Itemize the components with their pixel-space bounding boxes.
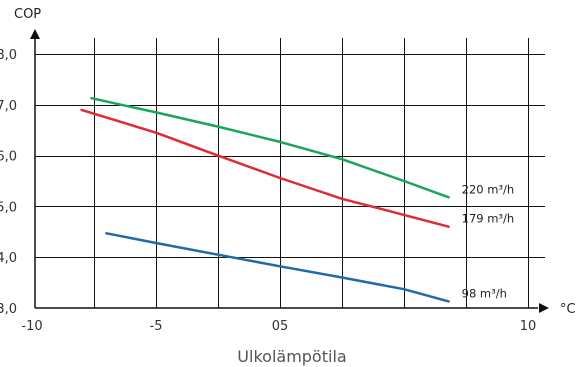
x-tick-label: 10 (520, 319, 537, 334)
x-axis-unit: °C (560, 302, 576, 317)
y-tick-label: 3,0 (0, 302, 17, 317)
series-line-0 (90, 96, 450, 199)
tick-labels: 3,0 4,0 5,0 6,0 7,0 8,0 -10 -5 05 10 (0, 48, 536, 334)
x-axis-title: Ulkolämpötila (237, 347, 346, 366)
series-label-2: 98 m³/h (462, 286, 507, 300)
series-label-0: 220 m³/h (462, 182, 515, 196)
grid (35, 38, 545, 308)
y-tick-label: 8,0 (0, 48, 17, 63)
y-axis-label: COP (14, 7, 41, 22)
x-axis-arrow (539, 303, 549, 313)
y-tick-label: 6,0 (0, 150, 17, 165)
x-tick-label: -5 (150, 319, 163, 334)
y-tick-label: 4,0 (0, 251, 17, 266)
x-tick-label: -10 (21, 319, 42, 334)
y-tick-label: 7,0 (0, 99, 17, 114)
series-line-1 (80, 108, 450, 228)
x-tick-label: 05 (272, 319, 289, 334)
y-tick-label: 5,0 (0, 200, 17, 215)
axes: COP °C Ulkolämpötila (14, 7, 576, 366)
series: 220 m³/h 179 m³/h 98 m³/h (80, 96, 515, 303)
series-label-1: 179 m³/h (462, 212, 515, 226)
series-line-2 (105, 232, 450, 303)
y-axis-arrow (30, 29, 40, 39)
